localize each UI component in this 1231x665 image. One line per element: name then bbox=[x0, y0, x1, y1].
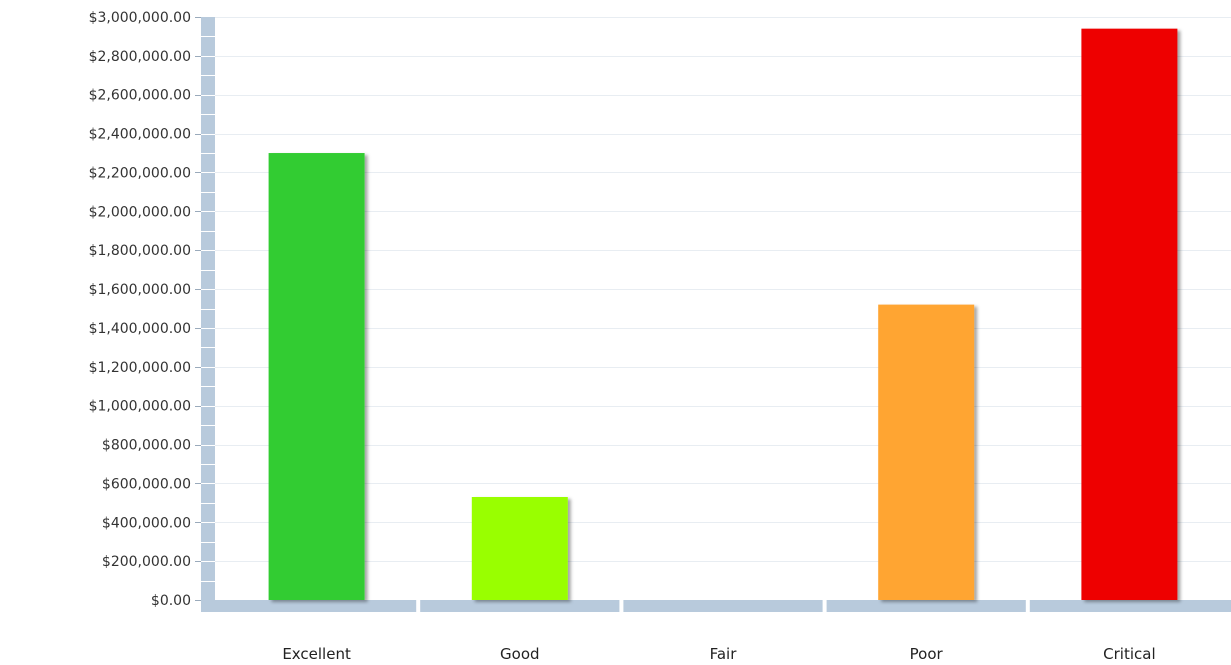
y-tick-label: $2,000,000.00 bbox=[89, 204, 191, 220]
y-tick-label: $800,000.00 bbox=[102, 438, 191, 454]
bars bbox=[268, 28, 1178, 601]
x-axis-segment bbox=[215, 600, 417, 612]
x-category-label: Critical bbox=[1103, 645, 1155, 663]
y-tick-label: $1,000,000.00 bbox=[89, 399, 191, 415]
y-tick-label: $2,800,000.00 bbox=[89, 49, 191, 65]
x-axis-segment bbox=[420, 600, 620, 612]
y-axis-tick-labels: $0.00 $200,000.00 $400,000.00 $600,000.00 $8… bbox=[89, 10, 201, 609]
y-tick-label: $2,200,000.00 bbox=[89, 165, 191, 181]
y-tick-label: $2,600,000.00 bbox=[89, 88, 191, 104]
y-tick-label: $1,600,000.00 bbox=[89, 282, 191, 298]
x-category-label: Poor bbox=[910, 645, 944, 663]
y-axis-bar bbox=[201, 17, 215, 612]
y-tick-label: $400,000.00 bbox=[102, 515, 191, 531]
y-tick-label: $1,800,000.00 bbox=[89, 243, 191, 259]
y-tick-label: $200,000.00 bbox=[102, 554, 191, 570]
y-tick-label: $600,000.00 bbox=[102, 476, 191, 492]
x-category-label: Excellent bbox=[282, 645, 351, 663]
bar-good[interactable] bbox=[471, 497, 568, 600]
bar-critical[interactable] bbox=[1081, 28, 1178, 601]
x-category-label: Fair bbox=[710, 645, 738, 663]
x-axis-category-labels: Excellent Good Fair Poor Critical bbox=[282, 645, 1155, 663]
bar-excellent[interactable] bbox=[268, 153, 365, 601]
bar-poor[interactable] bbox=[878, 304, 975, 600]
x-axis-segment bbox=[1029, 600, 1231, 612]
y-tick-label: $2,400,000.00 bbox=[89, 127, 191, 143]
axes bbox=[201, 17, 1231, 612]
gridlines bbox=[215, 17, 1231, 562]
y-tick-label: $1,200,000.00 bbox=[89, 360, 191, 376]
y-tick-label: $1,400,000.00 bbox=[89, 321, 191, 337]
y-tick-label: $3,000,000.00 bbox=[89, 10, 191, 26]
x-axis-segment bbox=[826, 600, 1026, 612]
y-tick-label: $0.00 bbox=[151, 593, 191, 609]
x-category-label: Good bbox=[500, 645, 540, 663]
x-axis-segment bbox=[623, 600, 823, 612]
